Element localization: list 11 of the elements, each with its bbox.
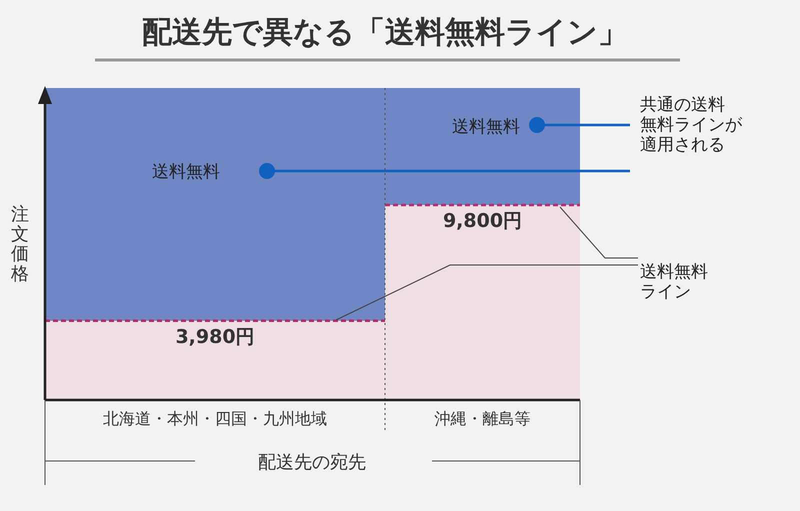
x-tick-label: 沖縄・離島等 [434,409,530,428]
x-tick-label: 北海道・本州・四国・九州地域 [103,409,327,428]
x-axis-title: 配送先の宛先 [258,452,366,473]
text: 共通の送料無料ラインが適用される [640,95,743,156]
chart-title: 配送先で異なる「送料無料ライン」 [142,15,628,50]
text: 送料無料 [452,117,520,137]
text: 送料無料ライン [640,262,708,302]
data-label: 3,980円 [175,326,255,348]
data-label: 9,800円 [442,210,522,232]
text: 送料無料 [152,162,220,182]
y-axis-title: 注文価格 [10,204,29,284]
